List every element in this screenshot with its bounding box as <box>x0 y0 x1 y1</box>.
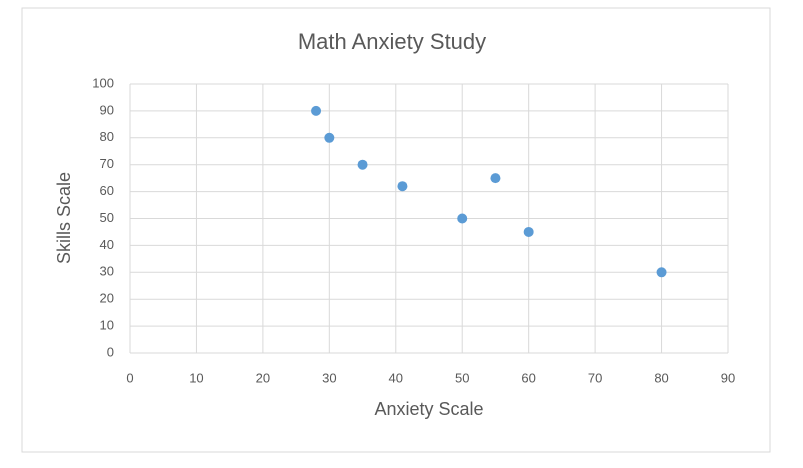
x-tick-label: 30 <box>322 370 336 385</box>
x-tick-label: 60 <box>521 370 535 385</box>
y-tick-label: 60 <box>100 183 114 198</box>
y-axis-label: Skills Scale <box>54 172 74 264</box>
data-point <box>311 105 322 116</box>
data-point <box>324 132 335 143</box>
y-tick-label: 30 <box>100 264 114 279</box>
data-point <box>397 181 408 192</box>
y-tick-label: 10 <box>100 318 114 333</box>
y-tick-label: 0 <box>107 344 114 359</box>
x-tick-label: 90 <box>721 370 735 385</box>
y-tick-label: 80 <box>100 129 114 144</box>
x-tick-label: 50 <box>455 370 469 385</box>
x-tick-label: 10 <box>189 370 203 385</box>
data-point <box>490 173 501 184</box>
x-tick-label: 80 <box>654 370 668 385</box>
x-tick-label: 20 <box>256 370 270 385</box>
y-tick-label: 40 <box>100 237 114 252</box>
y-tick-label: 70 <box>100 156 114 171</box>
data-point <box>523 226 534 237</box>
x-tick-label: 70 <box>588 370 602 385</box>
y-tick-label: 20 <box>100 291 114 306</box>
data-point <box>457 213 468 224</box>
y-tick-label: 90 <box>100 102 114 117</box>
y-tick-label: 100 <box>92 75 114 90</box>
data-point <box>357 159 368 170</box>
x-tick-label: 40 <box>389 370 403 385</box>
data-point <box>656 267 667 278</box>
x-tick-label: 0 <box>126 370 133 385</box>
y-tick-label: 50 <box>100 210 114 225</box>
chart-title: Math Anxiety Study <box>298 29 486 54</box>
x-axis-label: Anxiety Scale <box>374 399 483 419</box>
